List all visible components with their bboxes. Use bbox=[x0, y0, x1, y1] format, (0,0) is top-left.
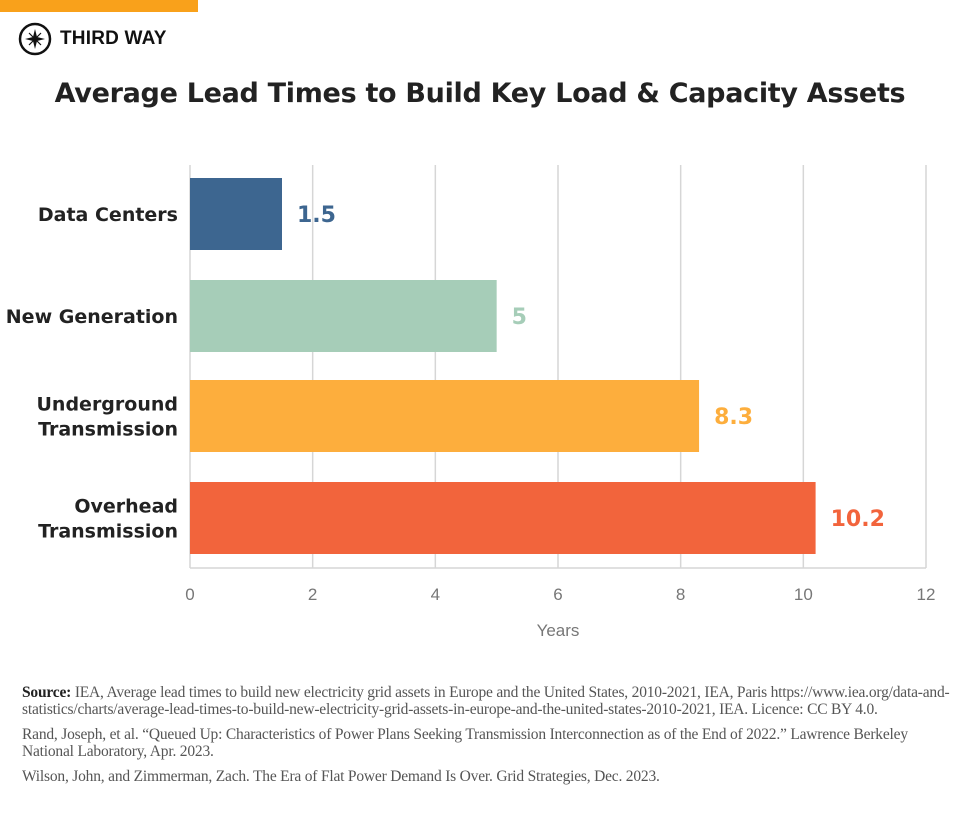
x-tick-label: 6 bbox=[553, 585, 562, 604]
data-label: 1.5 bbox=[297, 203, 336, 228]
x-tick-label: 8 bbox=[676, 585, 685, 604]
sources: Source: IEA, Average lead times to build… bbox=[22, 684, 952, 793]
category-label: Underground bbox=[37, 394, 179, 416]
data-label: 8.3 bbox=[714, 405, 753, 430]
bar-chart: 0 2 4 6 8 10 12 Years 1.5 Data Centers 5 New Genera… bbox=[6, 165, 936, 640]
category-label: Overhead bbox=[74, 496, 178, 518]
compass-icon bbox=[18, 22, 52, 56]
bar bbox=[190, 178, 282, 250]
source-2: Rand, Joseph, et al. “Queued Up: Charact… bbox=[22, 726, 908, 760]
data-label: 10.2 bbox=[831, 507, 885, 532]
logo-text: THIRD WAY bbox=[60, 28, 167, 49]
category-label: New Generation bbox=[6, 306, 178, 328]
chart-title: Average Lead Times to Build Key Load & C… bbox=[54, 78, 906, 109]
x-axis-label: Years bbox=[537, 621, 580, 640]
bar bbox=[190, 280, 497, 352]
source-1: Source: IEA, Average lead times to build… bbox=[22, 684, 952, 718]
category-label: Transmission bbox=[38, 419, 178, 441]
source-3: Wilson, John, and Zimmerman, Zach. The E… bbox=[22, 768, 660, 785]
category-label: Data Centers bbox=[38, 204, 178, 226]
data-label: 5 bbox=[512, 305, 527, 330]
bar bbox=[190, 482, 816, 554]
category-label: Transmission bbox=[38, 521, 178, 543]
bar bbox=[190, 380, 700, 452]
x-tick-label: 10 bbox=[794, 585, 813, 604]
source-1-text: IEA, Average lead times to build new ele… bbox=[22, 684, 950, 718]
source-label: Source: bbox=[22, 684, 72, 701]
accent-bar bbox=[0, 0, 198, 12]
x-tick-label: 4 bbox=[431, 585, 440, 604]
third-way-logo: THIRD WAY bbox=[18, 22, 167, 56]
x-tick-label: 0 bbox=[185, 585, 194, 604]
x-tick-label: 12 bbox=[917, 585, 936, 604]
x-tick-label: 2 bbox=[308, 585, 317, 604]
